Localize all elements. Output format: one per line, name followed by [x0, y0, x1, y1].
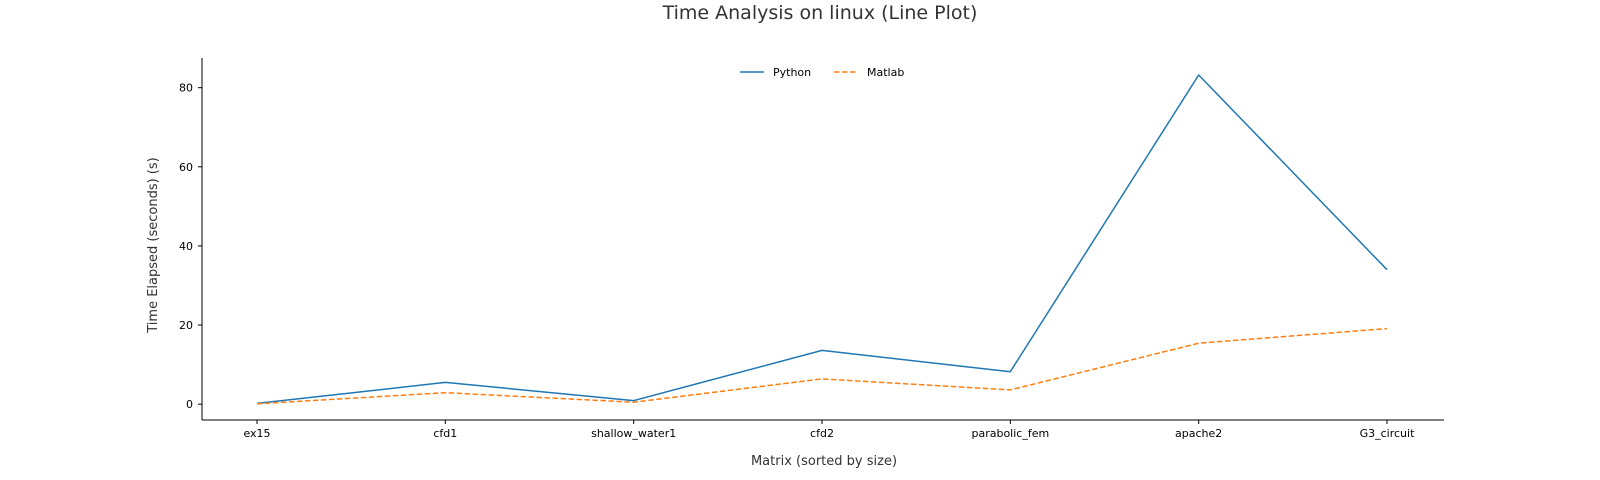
y-ticks: 0 20 40 60 80	[179, 82, 202, 411]
x-tick-label: apache2	[1175, 427, 1222, 440]
x-tick-label: cfd1	[433, 427, 457, 440]
series-line-python	[256, 74, 1388, 405]
x-tick-label: cfd2	[810, 427, 834, 440]
series-layer	[256, 74, 1388, 405]
x-tick-label: G3_circuit	[1360, 427, 1415, 440]
x-tick-label: ex15	[243, 427, 270, 440]
series-line-matlab	[256, 327, 1388, 405]
x-tick-label: parabolic_fem	[971, 427, 1049, 440]
legend-label-python: Python	[773, 66, 811, 79]
y-axis-label: Time Elapsed (seconds) (s)	[146, 157, 161, 333]
y-tick-label: 60	[179, 161, 193, 174]
y-tick-label: 40	[179, 240, 193, 253]
legend-label-matlab: Matlab	[867, 66, 904, 79]
y-tick-label: 80	[179, 82, 193, 95]
legend: Python Matlab	[740, 66, 904, 79]
y-tick-label: 0	[186, 398, 193, 411]
x-axis-label: Matrix (sorted by size)	[751, 454, 897, 469]
chart-title: Time Analysis on linux (Line Plot)	[662, 2, 978, 24]
x-ticks: ex15 cfd1 shallow_water1 cfd2 parabolic_fem a…	[243, 420, 1415, 440]
y-tick-label: 20	[179, 319, 193, 332]
x-tick-label: shallow_water1	[591, 427, 676, 440]
